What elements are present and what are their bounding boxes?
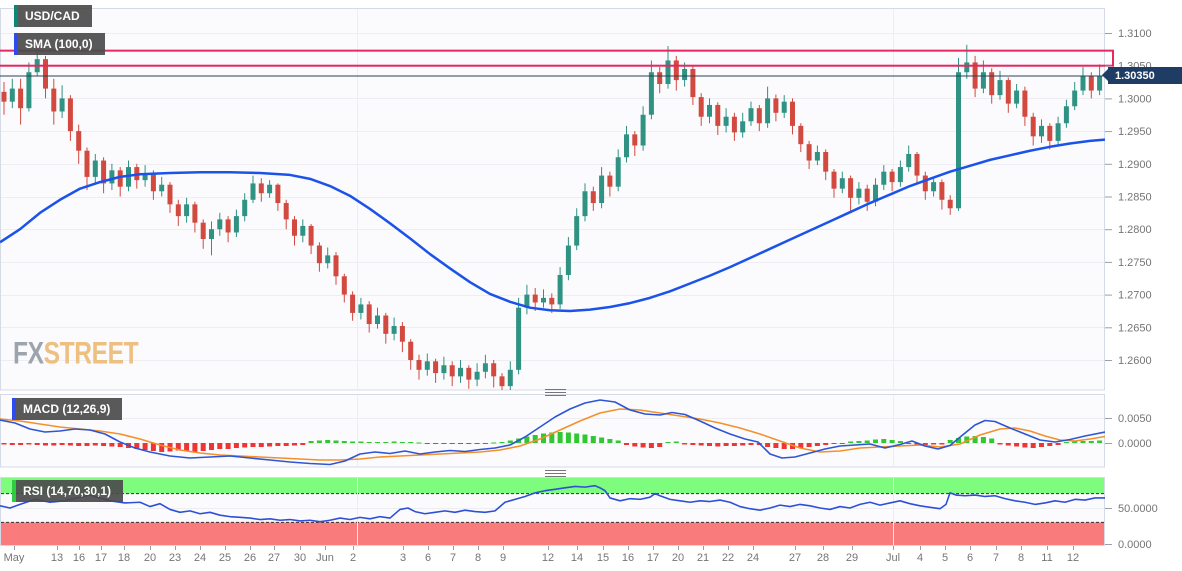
last-price-value: 1.30350: [1115, 69, 1155, 82]
sma-color-bar: [14, 33, 18, 55]
svg-text:16: 16: [622, 552, 634, 564]
svg-text:May: May: [4, 552, 25, 564]
macd-indicator-label[interactable]: MACD (12,26,9): [12, 398, 123, 420]
macd-lines: [0, 399, 1105, 466]
svg-text:21: 21: [697, 552, 709, 564]
macd-text: MACD (12,26,9): [23, 402, 111, 416]
svg-text:6: 6: [425, 552, 431, 564]
svg-text:1.2600: 1.2600: [1118, 355, 1152, 367]
svg-text:16: 16: [73, 552, 85, 564]
price-axis: 1.31001.30501.30001.29501.29001.28501.28…: [1105, 28, 1152, 367]
svg-text:22: 22: [722, 552, 734, 564]
svg-text:4: 4: [917, 552, 923, 564]
svg-text:1.3100: 1.3100: [1118, 28, 1152, 40]
symbol-text: USD/CAD: [25, 9, 80, 23]
rsi-gridlines: [1, 478, 1104, 545]
sma-indicator-label[interactable]: SMA (100,0): [14, 33, 105, 55]
svg-text:1.2950: 1.2950: [1118, 126, 1152, 138]
svg-text:1.2650: 1.2650: [1118, 322, 1152, 334]
svg-text:12: 12: [1067, 552, 1079, 564]
macd-axis: 0.0050 0.0000: [1105, 413, 1152, 450]
svg-text:23: 23: [169, 552, 181, 564]
svg-text:25: 25: [219, 552, 231, 564]
svg-text:27: 27: [789, 552, 801, 564]
svg-text:17: 17: [647, 552, 659, 564]
macd-histogram: [1, 432, 1103, 452]
fxstreet-logo: FXSTREET: [13, 336, 139, 372]
svg-text:1.2750: 1.2750: [1118, 257, 1152, 269]
svg-text:28: 28: [817, 552, 829, 564]
svg-text:15: 15: [597, 552, 609, 564]
svg-text:7: 7: [450, 552, 456, 564]
svg-text:50.0000: 50.0000: [1118, 503, 1158, 515]
logo-fx-text: FX: [13, 336, 44, 371]
svg-text:Jun: Jun: [316, 552, 334, 564]
resistance-zone[interactable]: [0, 49, 1114, 67]
svg-text:9: 9: [500, 552, 506, 564]
svg-text:13: 13: [51, 552, 63, 564]
price-panel[interactable]: [0, 8, 1105, 391]
svg-text:18: 18: [118, 552, 130, 564]
rsi-bands: [1, 478, 1104, 545]
logo-street-text: STREET: [43, 336, 139, 371]
svg-text:12: 12: [542, 552, 554, 564]
svg-text:20: 20: [144, 552, 156, 564]
svg-text:3: 3: [400, 552, 406, 564]
rsi-indicator-label[interactable]: RSI (14,70,30,1): [12, 480, 124, 502]
macd-color-bar: [12, 398, 16, 420]
svg-text:6: 6: [967, 552, 973, 564]
svg-text:8: 8: [475, 552, 481, 564]
svg-text:1.2700: 1.2700: [1118, 290, 1152, 302]
last-price-tag: 1.30350: [1102, 67, 1182, 84]
svg-text:1.3000: 1.3000: [1118, 93, 1152, 105]
svg-text:27: 27: [268, 552, 280, 564]
time-axis: May 13 16 17 18 20 23 24 25 26 27 30 Jun 2 3 6 7 8 9 12 14 15…: [4, 546, 1079, 564]
svg-text:14: 14: [571, 552, 583, 564]
svg-text:0.0000: 0.0000: [1118, 438, 1152, 450]
svg-text:5: 5: [942, 552, 948, 564]
macd-panel[interactable]: [0, 394, 1105, 468]
svg-text:20: 20: [672, 552, 684, 564]
symbol-color-bar: [14, 5, 18, 27]
svg-text:Jul: Jul: [886, 552, 900, 564]
svg-text:8: 8: [1018, 552, 1024, 564]
symbol-label[interactable]: USD/CAD: [14, 5, 92, 27]
svg-text:24: 24: [747, 552, 759, 564]
svg-text:30: 30: [294, 552, 306, 564]
sma-text: SMA (100,0): [25, 37, 93, 51]
svg-text:1.2900: 1.2900: [1118, 159, 1152, 171]
rsi-text: RSI (14,70,30,1): [23, 484, 112, 498]
rsi-line: [0, 484, 1105, 523]
svg-text:0.0000: 0.0000: [1118, 539, 1152, 551]
svg-text:26: 26: [244, 552, 256, 564]
svg-text:11: 11: [1041, 552, 1052, 564]
svg-text:29: 29: [846, 552, 858, 564]
rsi-color-bar: [12, 480, 16, 502]
svg-text:0.0050: 0.0050: [1118, 413, 1152, 425]
sma-line: [0, 138, 1105, 313]
svg-text:17: 17: [95, 552, 107, 564]
svg-text:2: 2: [350, 552, 356, 564]
svg-text:7: 7: [993, 552, 999, 564]
rsi-panel-resize-handle[interactable]: [545, 470, 566, 477]
svg-text:24: 24: [194, 552, 206, 564]
rsi-axis: 50.0000 0.0000: [1105, 503, 1158, 551]
macd-panel-resize-handle[interactable]: [545, 389, 566, 396]
svg-text:1.2850: 1.2850: [1118, 192, 1152, 204]
svg-text:1.2800: 1.2800: [1118, 224, 1152, 236]
